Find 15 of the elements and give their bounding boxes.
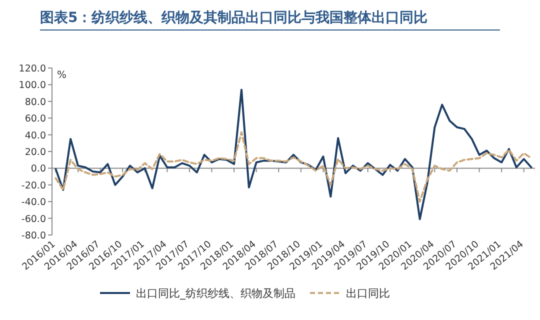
y-tick-label: -60.0 (21, 214, 46, 225)
y-tick-label: -80.0 (21, 230, 46, 242)
y-axis-title: % (57, 70, 67, 81)
y-tick-label: 40.0 (24, 130, 46, 142)
y-tick-label: 20.0 (24, 147, 46, 158)
y-tick-label: -20.0 (21, 180, 46, 192)
y-tick-label: -40.0 (21, 197, 46, 208)
legend-label: 出口同比_纺织纱线、织物及制品 (136, 287, 296, 300)
y-tick-label: 120.0 (18, 64, 46, 74)
y-tick-label: 60.0 (24, 114, 46, 125)
legend-label: 出口同比 (346, 287, 390, 300)
chart-title: 图表5：纺织纱线、织物及其制品出口同比与我国整体出口同比 (40, 9, 428, 26)
y-tick-label: 0.0 (30, 164, 46, 175)
y-tick-label: 100.0 (18, 80, 46, 92)
y-tick-label: 80.0 (24, 96, 46, 108)
